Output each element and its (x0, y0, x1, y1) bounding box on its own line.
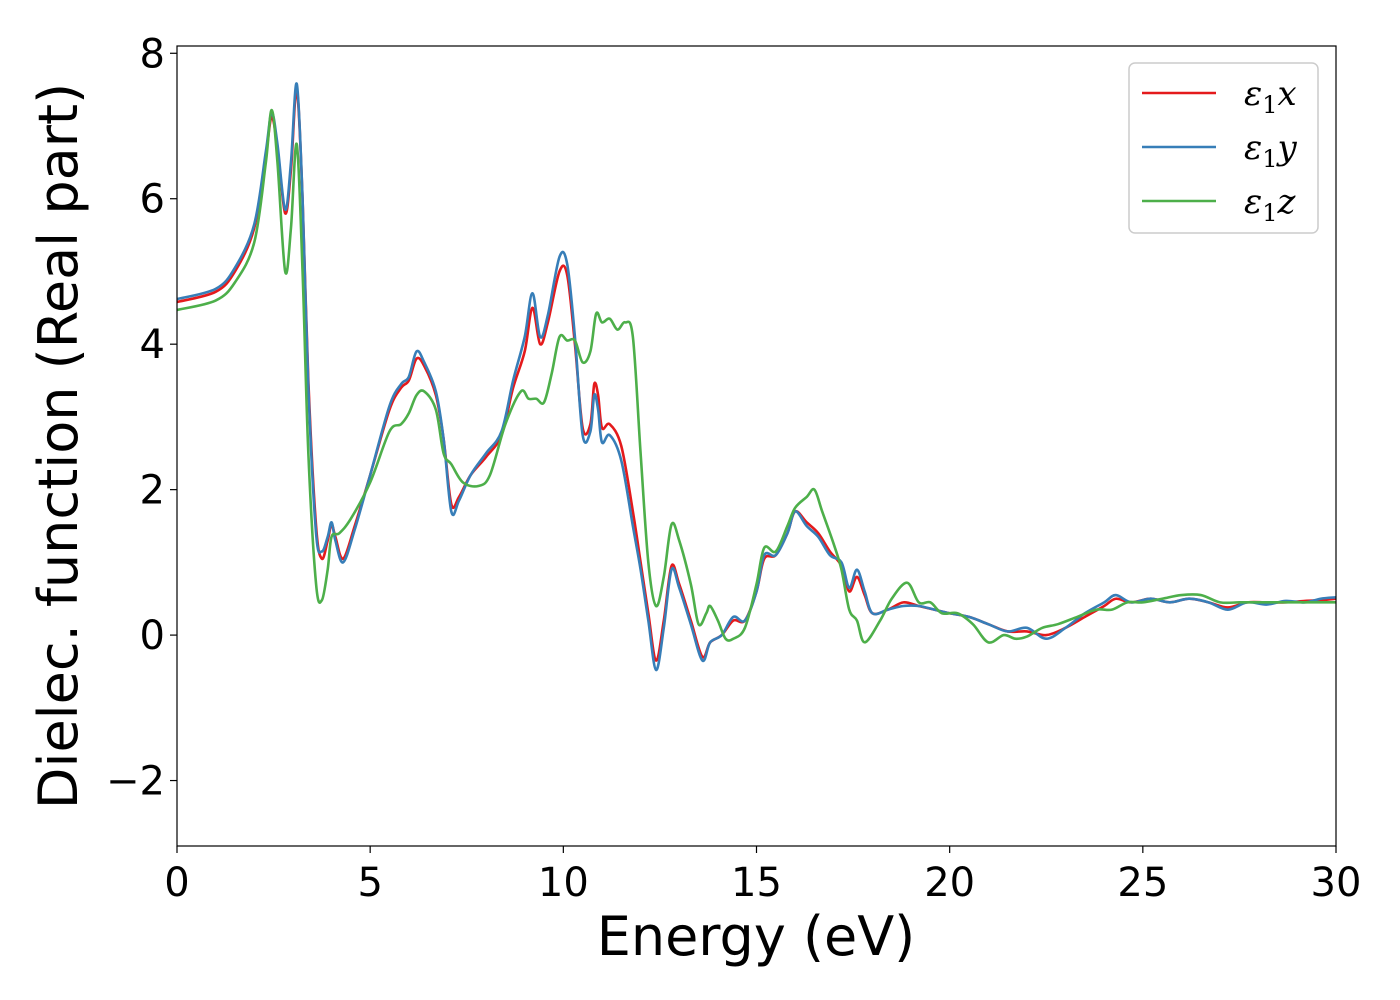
x-tick-label: 20 (924, 860, 975, 906)
y-tick-label: 0 (140, 613, 165, 659)
x-axis-ticks: 0 5 10 15 20 25 30 (164, 846, 1361, 906)
x-tick-label: 15 (731, 860, 782, 906)
x-axis-title: Energy (eV) (597, 905, 916, 968)
series-line-y (177, 82, 1336, 672)
series-layer (177, 82, 1336, 672)
y-tick-label: 2 (140, 468, 165, 514)
y-tick-label: 4 (140, 322, 165, 368)
legend-label-z: ε1z (1244, 182, 1297, 227)
legend-box (1128, 62, 1319, 234)
x-tick-label: 5 (357, 860, 382, 906)
y-tick-label: 8 (140, 31, 165, 77)
y-axis-title: Dielec. function (Real part) (27, 83, 90, 809)
y-tick-label: 6 (140, 177, 165, 223)
x-tick-label: 30 (1311, 860, 1362, 906)
legend: ε1x ε1y ε1z (1128, 62, 1319, 234)
x-tick-label: 25 (1117, 860, 1168, 906)
x-tick-label: 0 (164, 860, 189, 906)
legend-label-y: ε1y (1244, 128, 1298, 173)
legend-label-x: ε1x (1244, 74, 1297, 119)
series-line-z (177, 108, 1336, 644)
x-tick-label: 10 (538, 860, 589, 906)
y-axis-ticks: −2 0 2 4 6 8 (106, 31, 177, 805)
y-tick-label: −2 (106, 759, 165, 805)
